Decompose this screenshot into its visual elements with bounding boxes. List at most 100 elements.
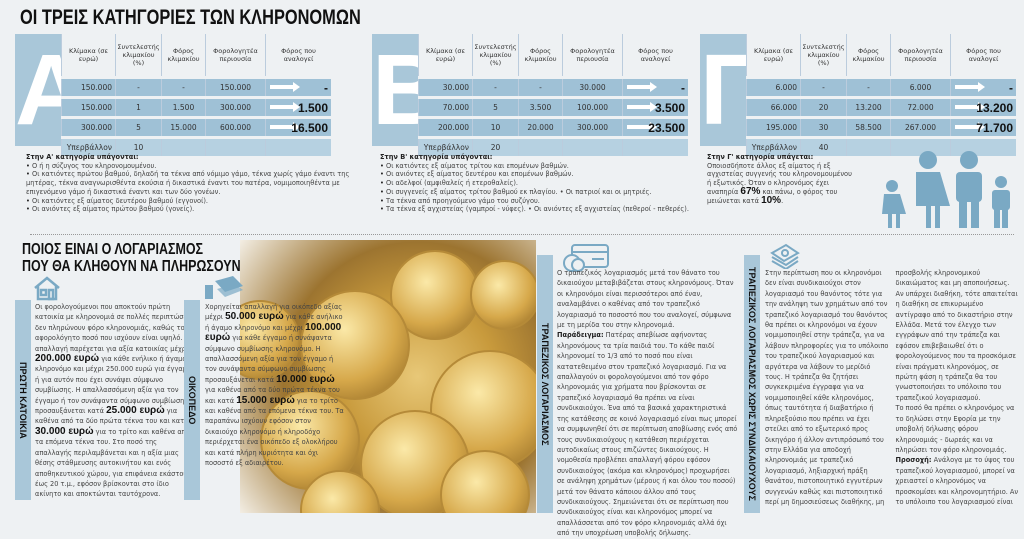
table-cell: 10 [115,139,161,156]
disability-percent: 67% [740,185,761,197]
text: για το τρίτο και καθένα από τα επόμενα τ… [205,396,344,468]
column-header: Φορολογητέα περιουσία [890,34,950,76]
category-letter: Γ [700,34,746,146]
table-row: 66.000 20 13.200 72.000 13.200 [746,99,1016,116]
family-icon [882,151,1010,228]
section-text: Ο τραπεζικός λογαριασμός μετά τον θάνατο… [557,268,739,539]
table-cell: - [472,79,518,96]
text: για κάθε έγγαμο ή συνάψαντα σύμφωνο συμβ… [205,334,334,384]
note-text: και πάνω, ο φόρος του μειώνεται κατά [707,187,838,205]
note-item: Οι κατιόντες εξ αίματος τρίτου και επομέ… [380,162,700,171]
arrow-icon [955,122,985,132]
category-a-note: Στην Α' κατηγορία υπάγονται: Ο ή η σύζυγ… [26,153,356,214]
money-hand-icon [205,275,245,305]
coin [470,260,536,330]
text: Στην περίπτωση που οι κληρονόμοι δεν είν… [765,269,1010,506]
highlight-amount: 200.000 ευρώ [35,353,100,365]
euro-card-icon [560,243,610,277]
section-label: ΤΡΑΠΕΖΙΚΟΣ ΛΟΓΑΡΙΑΣΜΟΣ ΧΩΡΙΣ ΣΥΝΔΙΚΑΙΟΥΧ… [744,255,760,513]
tax-due: - [681,80,685,95]
note-text: . [781,196,784,205]
table-cell: 300.000 [562,119,622,136]
note-text: Οποιοσδήποτε άλλος εξ αίματος ή εξ αγχισ… [707,161,852,196]
note-item: Τα τέκνα εξ αγχιστείας (γαμπροί - νύφες)… [380,205,700,214]
table-cell [846,139,890,156]
note-item: Οι ανιόντες εξ αίματος πρώτου βαθμού (γο… [26,205,356,214]
tax-due: 16.500 [291,120,328,135]
table-row: 150.000 1 1.500 300.000 1.500 [61,99,331,116]
table-cell: 5 [115,119,161,136]
table-cell: Υπερβάλλον [418,139,472,156]
tax-table-3: Γ Κλίμακα (σε ευρώ) Συντελεστής κλιμακίου … [700,34,1016,156]
section-label: ΠΡΩΤΗ ΚΑΤΟΙΚΙΑ [15,300,31,500]
paragraph: Το ποσό θα πρέπει ο κληρονόμος να το δηλ… [896,403,1021,455]
table-cell: 10 [472,119,518,136]
table-cell: 150.000 [61,79,115,96]
table-cell: 195.000 [746,119,800,136]
section-label: ΟΙΚΟΠΕΔΟ [184,300,200,500]
text: Ανάλογα με το ύψος του τραπεζικού λογαρι… [895,456,1019,506]
highlight-amount: 25.000 ευρώ [106,405,165,417]
column-header: Φορολογητέα περιουσία [205,34,265,76]
paragraph: Παράδειγμα: Πατέρας απεβίωσε αφήνοντας κ… [557,330,739,538]
paragraph: Οι φορολογούμενοι που αποκτούν πρώτη κατ… [35,302,195,500]
column-header: Κλίμακα (σε ευρώ) [61,34,115,76]
arrow-icon [955,102,985,112]
text: για το τρίτο και καθένα από τα επόμενα τ… [35,427,190,499]
coins-photo [240,240,536,513]
tax-due: 1.500 [297,100,328,115]
paragraph: Προσοχή: Ανάλογα με το ύψος του τραπεζικ… [896,268,1021,513]
reduction-percent: 10% [761,194,782,206]
section-title-line: ΠΟΥ ΘΑ ΚΛΗΘΟΥΝ ΝΑ ΠΛΗΡΩΣΟΥΝ [22,258,241,275]
table-cell [518,139,562,156]
table-cell: 20 [800,99,846,116]
table-cell: - [161,79,205,96]
text: Οι φορολογούμενοι που αποκτούν πρώτη κατ… [35,303,194,353]
table-cell: 1.500 [161,99,205,116]
coin [300,290,410,400]
column-header: Φόρος που αναλογεί [622,34,688,76]
section-label-text: ΤΡΑΠΕΖΙΚΟΣ ΛΟΓΑΡΙΑΣΜΟΣ [540,322,550,446]
category-c-note: Στην Γ' κατηγορία υπάγεται: Οποιοσδήποτε… [707,153,857,205]
tax-table-2: Β Κλίμακα (σε ευρώ) Συντελεστής κλιμακίου … [372,34,688,156]
arrow-icon [627,82,657,92]
table-cell: 15.000 [161,119,205,136]
column-header: Φόρος που αναλογεί [265,34,331,76]
atm-cash-icon [770,243,800,273]
column-header: Κλίμακα (σε ευρώ) [418,34,472,76]
table-cell: 5 [472,99,518,116]
main-title: ΟΙ ΤΡΕΙΣ ΚΑΤΗΓΟΡΙΕΣ ΤΩΝ ΚΛΗΡΟΝΟΜΩΝ [20,6,361,29]
table-cell: 150.000 [61,99,115,116]
section-title-line: ΠΟΙΟΣ ΕΙΝΑΙ Ο ΛΟΓΑΡΙΑΣΜΟΣ [22,241,204,258]
table-cell: 20.000 [518,119,562,136]
note-heading: Στην Γ' κατηγορία υπάγεται: [707,153,814,161]
table-cell [562,139,622,156]
text: για κάθε ενήλικο ή άγαμο κληρονόμο και μ… [35,355,191,416]
table-row: 70.000 5 3.500 100.000 3.500 [418,99,688,116]
highlight-amount: 100.000 ευρώ [205,321,342,344]
table-cell [205,139,265,156]
table-row: Υπερβάλλον 40 [746,139,1016,156]
tax-due: - [1009,80,1013,95]
section-label-text: ΠΡΩΤΗ ΚΑΤΟΙΚΙΑ [18,361,28,439]
note-heading: Στην Α' κατηγορία υπάγονται: [26,153,139,161]
arrow-icon [270,102,300,112]
tax-due: 71.700 [976,120,1013,135]
table-cell: 20 [472,139,518,156]
section-label-text: ΤΡΑΠΕΖΙΚΟΣ ΛΟΓΑΡΙΑΣΜΟΣ ΧΩΡΙΣ ΣΥΝΔΙΚΑΙΟΥΧ… [747,267,757,501]
table-cell [890,139,950,156]
table-cell: 13.200 [846,99,890,116]
section-label: ΤΡΑΠΕΖΙΚΟΣ ΛΟΓΑΡΙΑΣΜΟΣ [537,255,553,513]
column-header: Φορολογητέα περιουσία [562,34,622,76]
table-cell: 30.000 [418,79,472,96]
column-header: Φόρος κλιμακίου [846,34,890,76]
table-row: Υπερβάλλον 10 [61,139,331,156]
section-text: Οι φορολογούμενοι που αποκτούν πρώτη κατ… [35,302,195,500]
tax-due: 23.500 [648,120,685,135]
highlight-amount: 15.000 ευρώ [236,394,295,406]
table-cell: 100.000 [562,99,622,116]
table-cell: 267.000 [890,119,950,136]
column-header: Συντελεστής κλιμακίου (%) [115,34,161,76]
tax-table-1: Α Κλίμακα (σε ευρώ) Συντελεστής κλιμακίου … [15,34,331,156]
column-header: Φόρος κλιμακίου [161,34,205,76]
